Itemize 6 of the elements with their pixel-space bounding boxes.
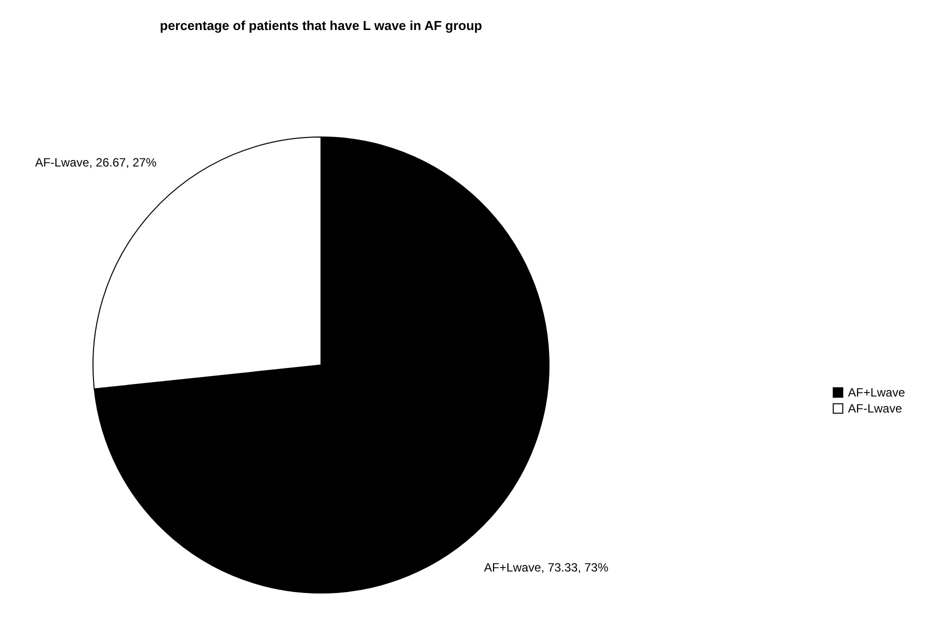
data-label: AF-Lwave, 26.67, 27%	[35, 155, 157, 170]
pie-slice	[94, 136, 550, 594]
chart-title: percentage of patients that have L wave in AF group	[160, 18, 482, 33]
legend-label: AF+Lwave	[848, 386, 906, 400]
legend-label: AF-Lwave	[848, 402, 902, 416]
data-label: AF+Lwave, 73.33, 73%	[484, 560, 609, 575]
